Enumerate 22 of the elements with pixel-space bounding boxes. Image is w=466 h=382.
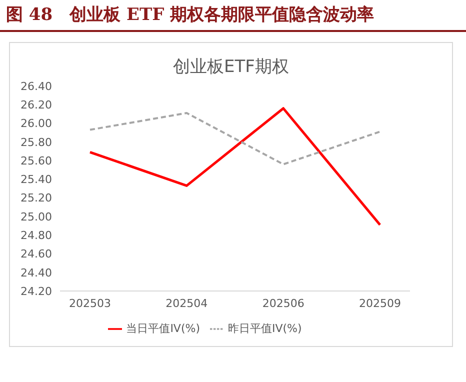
legend-label: 当日平值IV(%): [126, 322, 200, 335]
y-tick-label: 25.60: [20, 154, 52, 168]
y-tick-label: 26.20: [20, 98, 52, 112]
y-tick-label: 24.80: [20, 228, 52, 242]
y-tick-label: 26.00: [20, 117, 52, 130]
y-tick-label: 25.80: [20, 136, 52, 149]
chart-subtitle: 创业板ETF期权: [172, 56, 290, 78]
y-tick-label: 24.20: [20, 284, 52, 298]
y-tick-label: 26.40: [20, 80, 52, 93]
y-tick-label: 24.60: [20, 248, 52, 261]
x-tick-label: 202506: [262, 296, 304, 310]
line-series: [89, 112, 381, 166]
y-tick-label: 24.40: [20, 266, 52, 280]
y-tick-label: 25.20: [20, 192, 52, 205]
x-tick-label: 202509: [359, 296, 401, 310]
legend-label: 昨日平值IV(%): [228, 322, 302, 335]
line-series: [88, 107, 382, 226]
y-tick-label: 25.40: [20, 173, 52, 186]
chart-title: 图 48 创业板 ETF 期权各期限平值隐含波动率: [0, 0, 466, 32]
y-tick-label: 25.00: [20, 210, 52, 224]
x-tick-label: 202503: [69, 296, 111, 310]
x-tick-label: 202504: [166, 296, 208, 310]
